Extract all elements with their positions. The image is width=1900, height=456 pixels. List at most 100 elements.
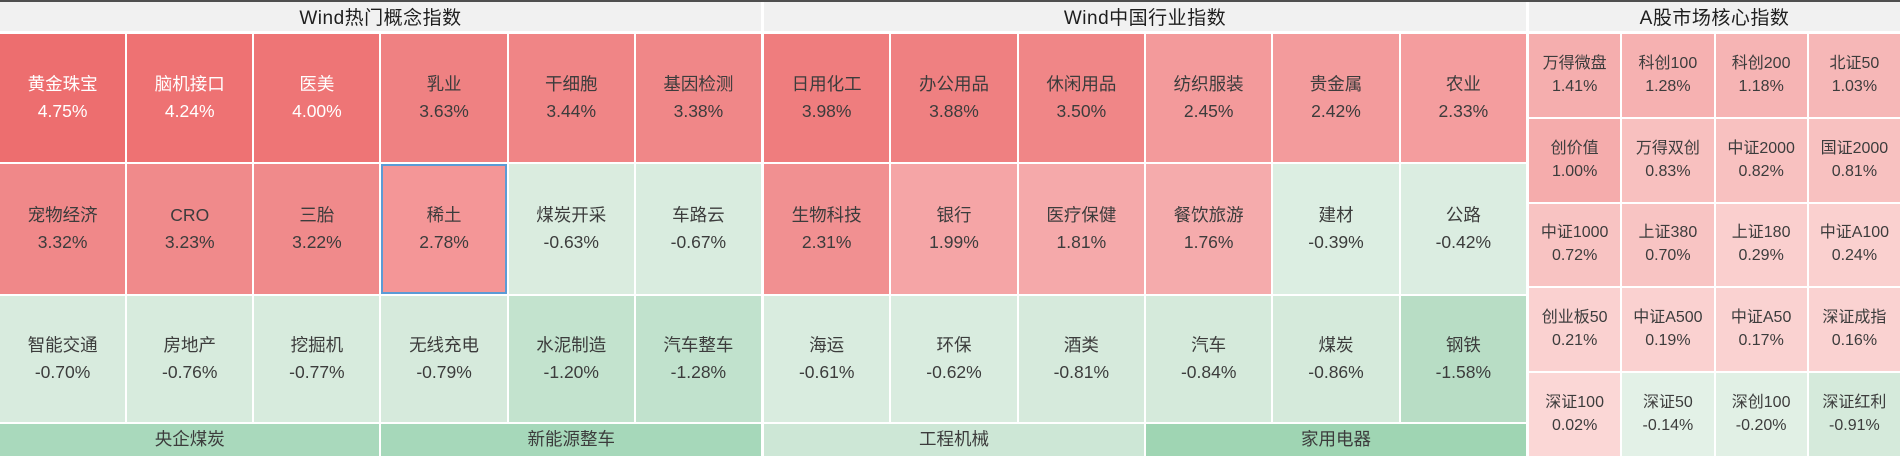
group-footer-cell[interactable]: 工程机械 [764,424,1144,456]
panel-wind-hot-concepts: Wind热门概念指数 黄金珠宝 4.75% 脑机接口 4.24% 医美 4.00% 乳业 3.… [0,2,761,456]
index-cell[interactable]: 科创200 1.18% [1715,34,1807,117]
index-cell[interactable]: 基因检测 3.38% [635,34,761,162]
index-change: 2.33% [1438,101,1489,121]
index-cell[interactable]: 办公用品 3.88% [891,34,1017,162]
index-change: -0.14% [1642,417,1694,435]
index-change: -0.77% [289,362,345,382]
index-cell[interactable]: 干细胞 3.44% [508,34,634,162]
index-change: 2.45% [1183,101,1234,121]
index-name: 煤炭开采 [536,204,607,225]
index-name: 黄金珠宝 [27,73,98,94]
index-cell[interactable]: 创业板50 0.21% [1529,288,1621,372]
index-name: 上证380 [1638,224,1698,242]
index-cell[interactable]: 深创100 -0.20% [1715,373,1807,456]
index-cell[interactable]: 汽车整车 -1.28% [635,296,761,422]
index-cell[interactable]: 汽车 -0.84% [1146,296,1272,422]
index-name: 深证100 [1545,394,1604,412]
index-cell[interactable]: 国证2000 0.81% [1808,118,1900,202]
index-cell[interactable]: 休闲用品 3.50% [1018,34,1144,162]
group-footer-label: 新能源整车 [527,429,615,450]
index-cell[interactable]: 餐饮旅游 1.76% [1146,164,1272,294]
index-cell[interactable]: 科创100 1.28% [1622,34,1714,117]
index-cell[interactable]: 农业 2.33% [1400,34,1526,162]
index-cell[interactable]: 医疗保健 1.81% [1018,164,1144,294]
index-name: 生物科技 [791,204,862,225]
index-cell[interactable]: 挖掘机 -0.77% [254,296,380,422]
index-cell[interactable]: 深证50 -0.14% [1622,373,1714,456]
index-name: 中证A50 [1730,309,1792,327]
index-change: 1.28% [1645,77,1691,95]
group-footer-label: 工程机械 [919,429,989,450]
heatmap-grid-a-share-core: 万得微盘 1.41% 科创100 1.28% 科创200 1.18% 北证50 1.03% 创价… [1529,34,1900,456]
index-cell[interactable]: 医美 4.00% [254,34,380,162]
index-cell[interactable]: 银行 1.99% [891,164,1017,294]
index-cell[interactable]: 海运 -0.61% [764,296,890,422]
index-change: 0.70% [1645,247,1691,265]
heatmap-grid-hot-concepts: 黄金珠宝 4.75% 脑机接口 4.24% 医美 4.00% 乳业 3.63% 干细胞 3.44%… [0,34,761,456]
index-cell[interactable]: 无线充电 -0.79% [381,296,507,422]
index-cell[interactable]: 水泥制造 -1.20% [508,296,634,422]
index-cell[interactable]: 创价值 1.00% [1529,118,1621,202]
index-cell[interactable]: 煤炭开采 -0.63% [508,164,634,294]
index-cell[interactable]: 酒类 -0.81% [1018,296,1144,422]
index-cell[interactable]: 深证成指 0.16% [1808,288,1900,372]
index-change: 1.03% [1831,77,1878,95]
index-change: 4.75% [37,101,88,121]
index-change: -0.76% [162,362,218,382]
group-footer-cell[interactable]: 央企煤炭 [0,424,380,456]
index-cell[interactable]: 中证A100 0.24% [1808,203,1900,287]
index-name: 乳业 [426,73,462,94]
index-cell[interactable]: 三胎 3.22% [254,164,380,294]
index-cell[interactable]: 钢铁 -1.58% [1400,296,1526,422]
index-cell[interactable]: 深证红利 -0.91% [1808,373,1900,456]
index-cell[interactable]: 纺织服装 2.45% [1146,34,1272,162]
index-name: 酒类 [1063,334,1099,355]
index-cell[interactable]: 万得双创 0.83% [1622,118,1714,202]
index-cell[interactable]: 日用化工 3.98% [764,34,890,162]
index-name: 日用化工 [791,73,862,94]
index-cell[interactable]: 乳业 3.63% [381,34,507,162]
index-cell[interactable]: 建材 -0.39% [1273,164,1399,294]
index-cell[interactable]: 生物科技 2.31% [764,164,890,294]
index-cell[interactable]: 房地产 -0.76% [127,296,253,422]
index-cell[interactable]: CRO 3.23% [127,164,253,294]
panel-title-china-industry: Wind中国行业指数 [764,2,1526,31]
index-change: -1.58% [1435,362,1492,382]
index-change: 0.21% [1551,332,1598,350]
index-name: 万得双创 [1635,139,1700,157]
index-cell[interactable]: 上证180 0.29% [1715,203,1807,287]
index-change: -0.61% [798,362,855,382]
index-change: 1.81% [1056,232,1107,252]
index-cell[interactable]: 中证A500 0.19% [1622,288,1714,372]
index-cell[interactable]: 中证2000 0.82% [1715,118,1807,202]
index-cell[interactable]: 中证1000 0.72% [1529,203,1621,287]
group-footer-cell[interactable]: 新能源整车 [381,424,761,456]
index-name: 公路 [1445,204,1481,225]
index-cell[interactable]: 中证A50 0.17% [1715,288,1807,372]
group-footer-label: 央企煤炭 [154,429,225,450]
index-change: 0.02% [1551,417,1598,435]
index-cell[interactable]: 智能交通 -0.70% [0,296,126,422]
index-cell[interactable]: 黄金珠宝 4.75% [0,34,126,162]
index-cell[interactable]: 公路 -0.42% [1400,164,1526,294]
index-change: -0.67% [670,232,727,252]
index-change: -0.42% [1435,232,1492,252]
index-cell[interactable]: 贵金属 2.42% [1273,34,1399,162]
index-cell[interactable]: 宠物经济 3.32% [0,164,126,294]
index-cell[interactable]: 深证100 0.02% [1529,373,1621,456]
index-cell[interactable]: 环保 -0.62% [891,296,1017,422]
index-cell[interactable]: 煤炭 -0.86% [1273,296,1399,422]
index-cell-selected[interactable]: 稀土 2.78% [381,164,507,294]
index-change: 2.31% [801,232,852,252]
index-cell[interactable]: 北证50 1.03% [1808,34,1900,117]
index-name: 医美 [299,73,335,94]
index-change: 1.99% [929,232,979,252]
index-cell[interactable]: 车路云 -0.67% [635,164,761,294]
index-cell[interactable]: 万得微盘 1.41% [1529,34,1621,117]
index-cell[interactable]: 上证380 0.70% [1622,203,1714,287]
index-change: 1.00% [1551,162,1598,180]
group-footer-cell[interactable]: 家用电器 [1146,424,1526,456]
index-change: -0.62% [926,362,982,382]
index-cell[interactable]: 脑机接口 4.24% [127,34,253,162]
